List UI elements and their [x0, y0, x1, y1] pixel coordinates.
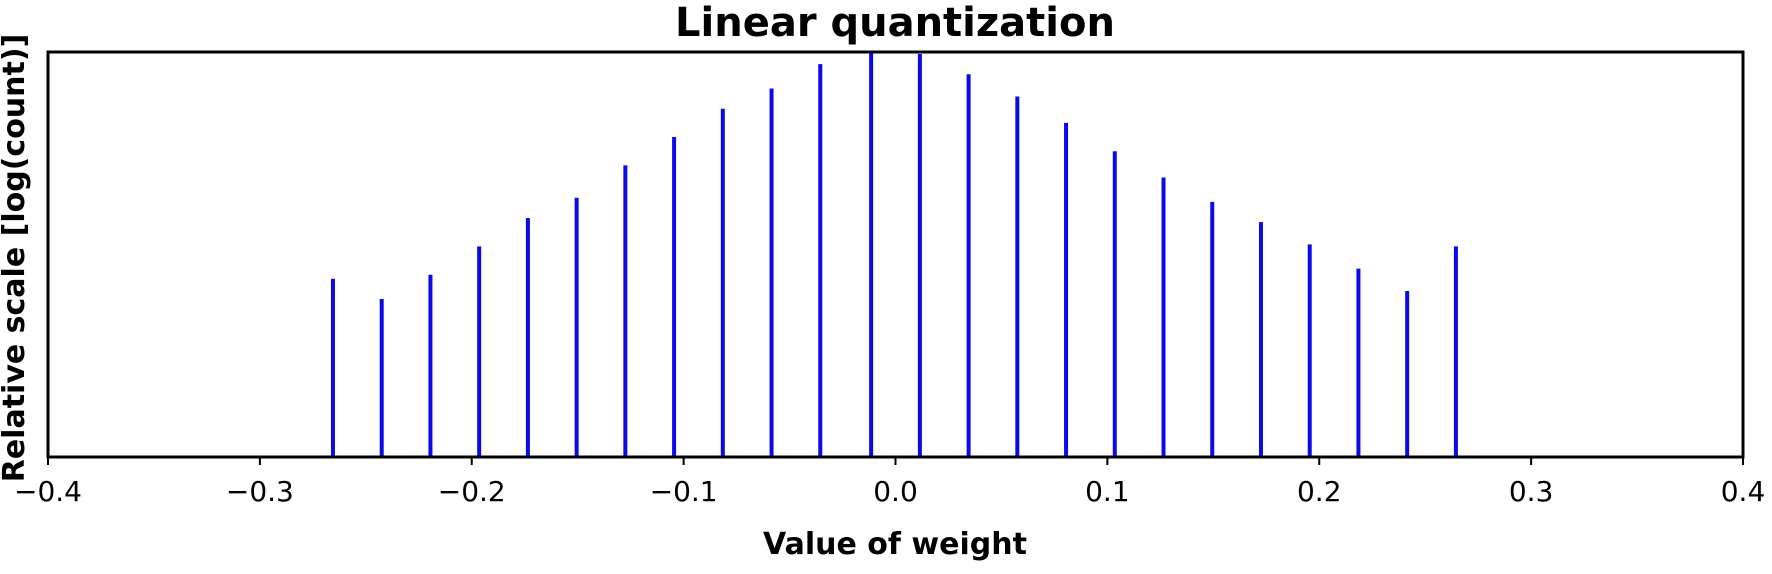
x-tick-label: 0.1 — [1085, 475, 1130, 508]
bar-series — [330, 52, 1458, 457]
x-tick-label: −0.1 — [650, 475, 718, 508]
y-axis-label: Relative scale [log(count)] — [0, 34, 32, 483]
x-tick-label: 0.3 — [1509, 475, 1554, 508]
x-tick-label: 0.2 — [1297, 475, 1342, 508]
chart-title: Linear quantization — [675, 0, 1115, 46]
plot-frame — [46, 50, 1745, 459]
x-axis-ticks: −0.4 −0.3 −0.2 −0.1 0.0 0.1 0.2 0.3 0.4 — [14, 457, 1765, 508]
x-tick-label: −0.3 — [226, 475, 294, 508]
x-axis-label: Value of weight — [763, 527, 1027, 562]
x-tick-label: −0.2 — [438, 475, 506, 508]
x-tick-label: −0.4 — [14, 475, 82, 508]
x-tick-label: 0.0 — [873, 475, 918, 508]
x-tick-label: 0.4 — [1721, 475, 1766, 508]
